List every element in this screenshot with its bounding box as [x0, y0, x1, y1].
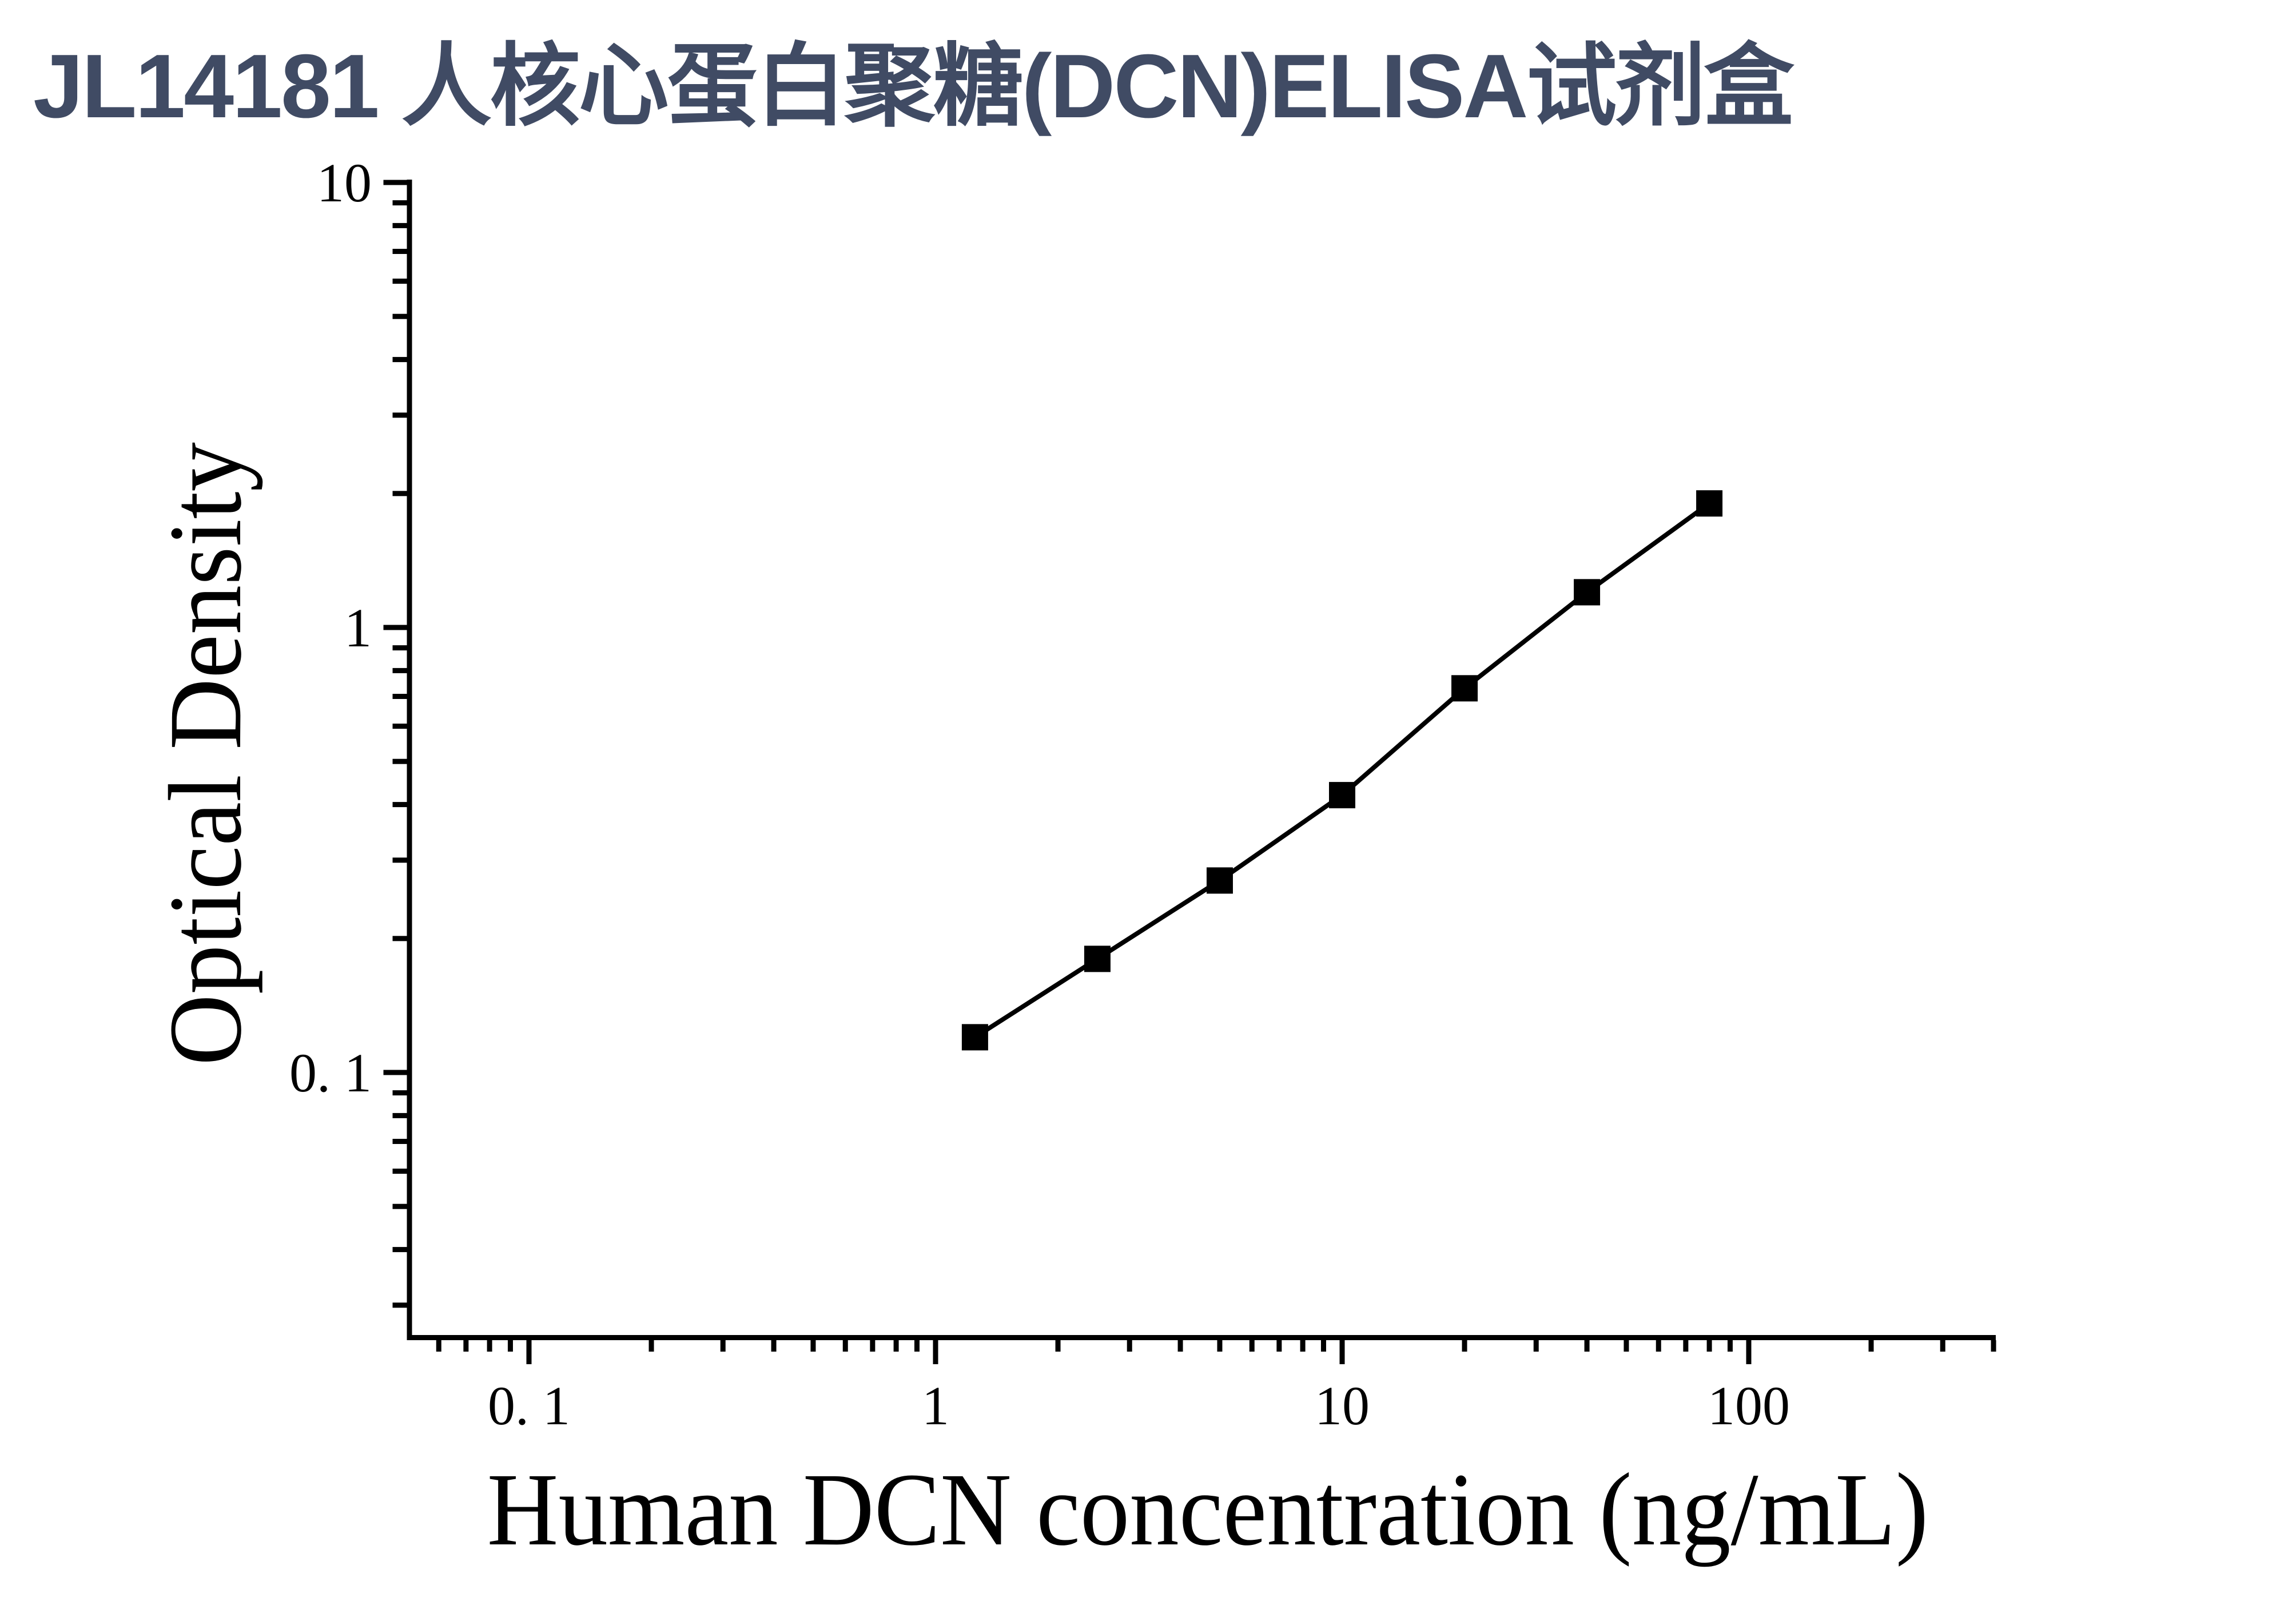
- y-axis-line: [407, 180, 412, 1340]
- x-minor-tick: [914, 1340, 920, 1352]
- x-minor-tick: [1320, 1340, 1326, 1352]
- x-axis-title: Human DCN concentration (ng/mL): [487, 1452, 1929, 1567]
- data-point-marker: [1084, 945, 1111, 972]
- y-minor-tick: [392, 1139, 407, 1145]
- y-minor-tick: [392, 1169, 407, 1174]
- x-minor-tick: [771, 1340, 777, 1352]
- x-axis-line: [407, 1335, 1996, 1340]
- y-minor-tick: [392, 279, 407, 284]
- x-minor-tick: [842, 1340, 848, 1352]
- y-minor-tick: [392, 1090, 407, 1096]
- x-minor-tick: [1300, 1340, 1306, 1352]
- y-minor-tick: [392, 1113, 407, 1118]
- x-tick-label: 100: [1708, 1375, 1790, 1436]
- data-point-marker: [1451, 675, 1478, 702]
- y-minor-tick: [392, 491, 407, 496]
- y-minor-tick: [392, 357, 407, 363]
- y-minor-tick: [392, 857, 407, 863]
- x-major-tick: [1339, 1340, 1345, 1364]
- y-minor-tick: [392, 249, 407, 255]
- x-minor-tick: [1177, 1340, 1183, 1352]
- y-minor-tick: [392, 668, 407, 673]
- y-axis: 10 1 0. 1: [289, 152, 412, 1340]
- data-point-marker: [1206, 867, 1233, 894]
- y-minor-tick: [392, 223, 407, 228]
- x-minor-tick: [1940, 1340, 1945, 1352]
- x-minor-tick: [1533, 1340, 1539, 1352]
- y-tick-label: 1: [344, 597, 372, 658]
- y-minor-tick: [392, 802, 407, 808]
- y-minor-tick: [392, 1302, 407, 1308]
- y-minor-tick: [392, 694, 407, 700]
- x-minor-tick: [1055, 1340, 1061, 1352]
- x-minor-tick: [436, 1340, 441, 1352]
- x-major-tick: [933, 1340, 938, 1364]
- page-title: JL14181 人核心蛋白聚糖(DCN)ELISA试剂盒: [33, 36, 1794, 137]
- data-point-marker: [1574, 579, 1601, 606]
- y-tick-label: 0. 1: [289, 1042, 372, 1103]
- x-minor-tick: [1727, 1340, 1733, 1352]
- x-minor-tick: [1683, 1340, 1689, 1352]
- x-minor-tick: [1462, 1340, 1467, 1352]
- data-point-marker: [1329, 782, 1355, 809]
- x-minor-tick: [487, 1340, 492, 1352]
- x-tick-label: 10: [1315, 1375, 1370, 1436]
- x-minor-tick: [893, 1340, 899, 1352]
- x-minor-tick: [1623, 1340, 1629, 1352]
- x-minor-tick: [1584, 1340, 1590, 1352]
- data-series: [961, 490, 1723, 1051]
- y-minor-tick: [392, 412, 407, 418]
- x-minor-tick: [810, 1340, 816, 1352]
- x-minor-tick: [648, 1340, 654, 1352]
- y-minor-tick: [392, 724, 407, 729]
- x-major-tick: [1746, 1340, 1752, 1364]
- x-major-tick: [526, 1340, 532, 1364]
- y-minor-tick: [392, 758, 407, 764]
- x-minor-tick: [507, 1340, 513, 1352]
- y-tick-label: 10: [317, 152, 372, 213]
- x-minor-tick: [1217, 1340, 1223, 1352]
- y-major-tick: [383, 625, 407, 630]
- x-minor-tick: [463, 1340, 469, 1352]
- x-minor-tick: [1276, 1340, 1282, 1352]
- x-minor-tick: [1127, 1340, 1132, 1352]
- x-minor-tick: [720, 1340, 726, 1352]
- x-minor-tick: [1249, 1340, 1255, 1352]
- x-minor-tick: [1706, 1340, 1712, 1352]
- x-axis: 0. 1 1 10 100: [407, 1335, 1996, 1436]
- y-minor-tick: [392, 1203, 407, 1209]
- y-major-tick: [383, 180, 407, 185]
- y-axis-title: Optical Density: [148, 442, 263, 1066]
- x-minor-tick: [1656, 1340, 1661, 1352]
- x-minor-tick: [1868, 1340, 1874, 1352]
- y-minor-tick: [392, 645, 407, 651]
- x-tick-label: 1: [922, 1375, 949, 1436]
- x-minor-tick: [870, 1340, 876, 1352]
- data-point-marker: [961, 1024, 988, 1051]
- y-minor-tick: [392, 200, 407, 206]
- y-minor-tick: [392, 1247, 407, 1253]
- y-major-tick: [383, 1070, 407, 1075]
- data-point-marker: [1696, 490, 1723, 517]
- x-minor-tick: [1991, 1340, 1996, 1352]
- x-tick-label: 0. 1: [488, 1375, 570, 1436]
- y-minor-tick: [392, 936, 407, 941]
- y-minor-tick: [392, 313, 407, 319]
